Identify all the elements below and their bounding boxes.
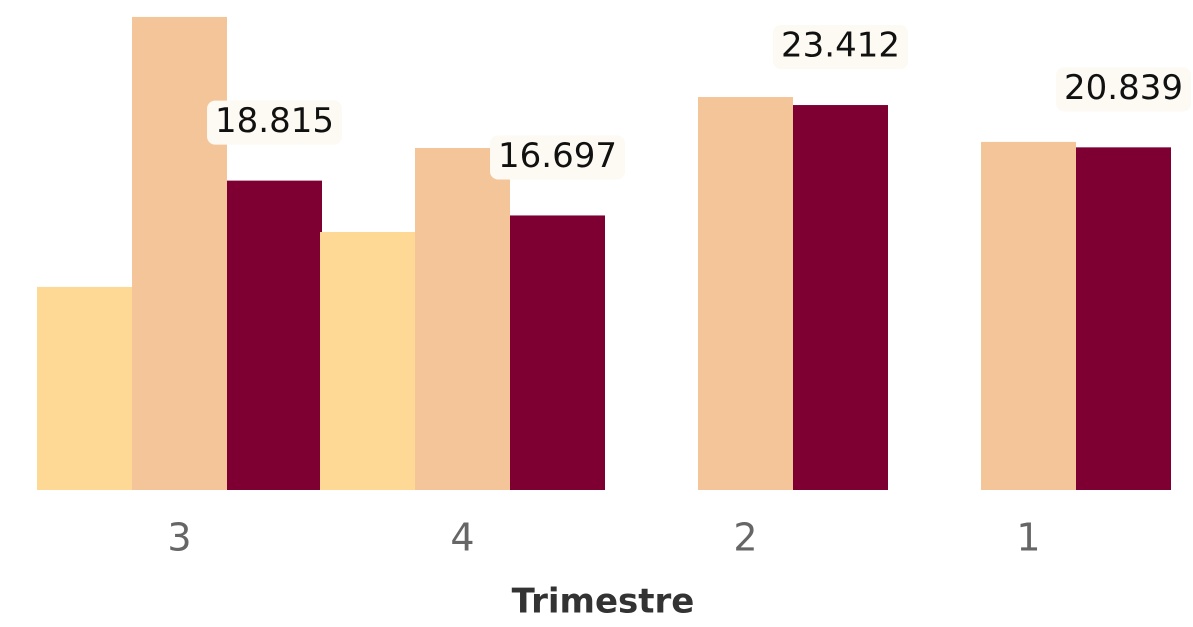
x-axis-title: Trimestre (512, 582, 695, 622)
bar (510, 215, 605, 490)
bar (981, 141, 1076, 490)
data-label-bg (773, 25, 908, 70)
bar (793, 105, 888, 490)
data-label-bg (490, 135, 625, 180)
x-tick-label: 3 (167, 516, 191, 560)
x-tick-label: 2 (733, 516, 757, 560)
data-label: 23.412 (781, 26, 900, 66)
x-tick-label: 4 (450, 516, 474, 560)
data-label-bg (207, 100, 342, 145)
bar (698, 97, 793, 490)
data-label-bg (1056, 67, 1191, 112)
x-tick-label: 1 (1016, 516, 1040, 560)
bar (320, 232, 415, 490)
data-label: 16.697 (498, 136, 617, 176)
bar (1076, 147, 1171, 490)
data-label: 20.839 (1064, 68, 1183, 108)
bar (37, 286, 132, 490)
bar (132, 16, 227, 490)
bar (227, 180, 322, 490)
data-label: 18.815 (215, 101, 334, 141)
bar (415, 147, 510, 490)
